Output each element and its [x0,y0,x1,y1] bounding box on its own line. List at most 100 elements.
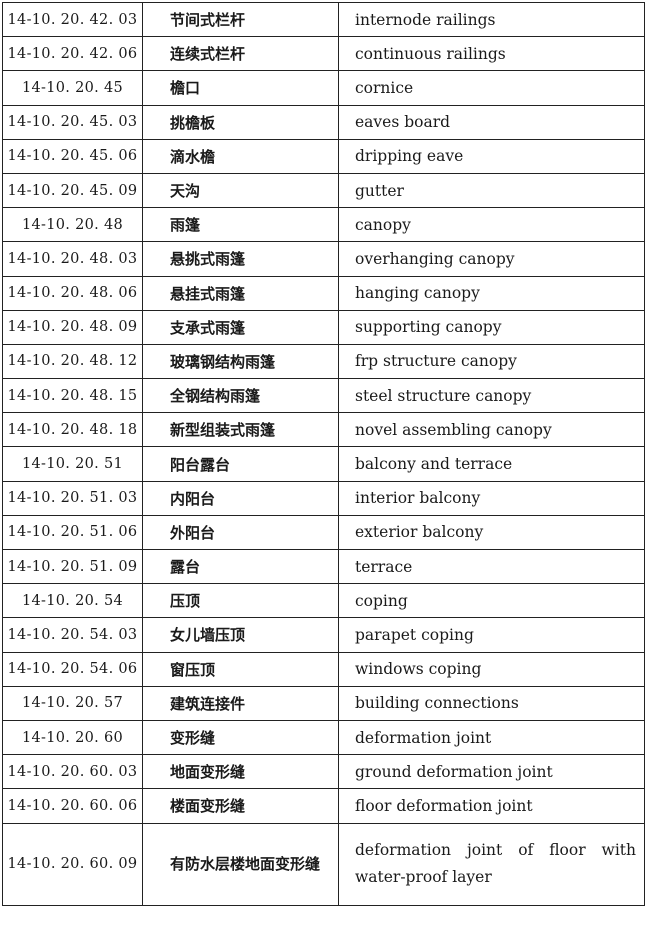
term-code: 14-10. 20. 48. 12 [2,343,143,380]
table-row: 14-10. 20. 60. 09 有防水层楼地面变形缝 deformation j… [2,822,645,906]
term-english: terrace [338,548,645,585]
term-chinese: 阳台露台 [142,446,339,482]
term-code: 14-10. 20. 42. 06 [2,36,143,72]
term-english: supporting canopy [338,309,645,345]
term-chinese: 滴水檐 [142,138,339,174]
table-row: 14-10. 20. 45 檐口 cornice [2,70,645,106]
term-code: 14-10. 20. 45. 03 [2,104,143,140]
table-row: 14-10. 20. 42. 06 连续式栏杆 continuous railing… [2,36,645,72]
table-row: 14-10. 20. 42. 03 节间式栏杆 internode railings [2,1,645,38]
table-row: 14-10. 20. 60. 03 地面变形缝 ground deformation… [2,754,645,790]
term-chinese: 窗压顶 [142,651,339,687]
table-row: 14-10. 20. 48. 12 玻璃钢结构雨篷 frp structure ca… [2,343,645,380]
term-english: building connections [338,685,645,721]
term-english: deformation joint of floor with water-pr… [338,822,645,906]
term-chinese: 地面变形缝 [142,754,339,790]
term-code: 14-10. 20. 42. 03 [2,1,143,38]
term-english: canopy [338,207,645,243]
term-code: 14-10. 20. 45. 09 [2,172,143,209]
term-english: internode railings [338,1,645,38]
term-code: 14-10. 20. 48. 09 [2,309,143,345]
term-chinese: 支承式雨篷 [142,309,339,345]
term-chinese: 变形缝 [142,719,339,756]
table-row: 14-10. 20. 48. 18 新型组装式雨篷 novel assembling… [2,412,645,448]
term-code: 14-10. 20. 51. 03 [2,480,143,516]
table-row: 14-10. 20. 51. 06 外阳台 exterior balcony [2,514,645,551]
table-row: 14-10. 20. 60 变形缝 deformation joint [2,719,645,756]
term-code: 14-10. 20. 54 [2,583,143,619]
term-chinese: 压顶 [142,583,339,619]
term-english: novel assembling canopy [338,412,645,448]
term-chinese: 雨篷 [142,207,339,243]
term-english: dripping eave [338,138,645,174]
term-english: steel structure canopy [338,378,645,414]
term-chinese: 内阳台 [142,480,339,516]
table-row: 14-10. 20. 51 阳台露台 balcony and terrace [2,446,645,482]
term-code: 14-10. 20. 51 [2,446,143,482]
term-chinese: 天沟 [142,172,339,209]
term-english: parapet coping [338,617,645,653]
term-chinese: 节间式栏杆 [142,1,339,38]
term-english: deformation joint [338,719,645,756]
table-row: 14-10. 20. 57 建筑连接件 building connections [2,685,645,721]
table-row: 14-10. 20. 48. 15 全钢结构雨篷 steel structure c… [2,378,645,414]
term-chinese: 建筑连接件 [142,685,339,721]
term-english: interior balcony [338,480,645,516]
term-english: exterior balcony [338,514,645,551]
term-english: balcony and terrace [338,446,645,482]
term-code: 14-10. 20. 45. 06 [2,138,143,174]
table-row: 14-10. 20. 54. 06 窗压顶 windows coping [2,651,645,687]
terminology-table-body: 14-10. 20. 42. 03 节间式栏杆 internode railings… [2,1,645,906]
table-row: 14-10. 20. 45. 09 天沟 gutter [2,172,645,209]
term-chinese: 外阳台 [142,514,339,551]
table-row: 14-10. 20. 48. 03 悬挑式雨篷 overhanging canopy [2,241,645,277]
term-english: coping [338,583,645,619]
term-english: floor deformation joint [338,788,645,824]
term-english: overhanging canopy [338,241,645,277]
term-code: 14-10. 20. 51. 09 [2,548,143,585]
term-english: windows coping [338,651,645,687]
term-chinese: 连续式栏杆 [142,36,339,72]
table-row: 14-10. 20. 60. 06 楼面变形缝 floor deformation … [2,788,645,824]
term-chinese: 悬挂式雨篷 [142,275,339,311]
term-chinese: 全钢结构雨篷 [142,378,339,414]
term-chinese: 露台 [142,548,339,585]
term-chinese: 挑檐板 [142,104,339,140]
term-chinese: 玻璃钢结构雨篷 [142,343,339,380]
term-chinese: 檐口 [142,70,339,106]
term-code: 14-10. 20. 48. 18 [2,412,143,448]
term-english: continuous railings [338,36,645,72]
term-code: 14-10. 20. 45 [2,70,143,106]
terminology-table: 14-10. 20. 42. 03 节间式栏杆 internode railings… [2,1,645,906]
term-english: eaves board [338,104,645,140]
term-code: 14-10. 20. 48. 06 [2,275,143,311]
table-row: 14-10. 20. 51. 03 内阳台 interior balcony [2,480,645,516]
term-code: 14-10. 20. 48. 15 [2,378,143,414]
term-code: 14-10. 20. 51. 06 [2,514,143,551]
term-code: 14-10. 20. 54. 06 [2,651,143,687]
table-row: 14-10. 20. 54 压顶 coping [2,583,645,619]
term-code: 14-10. 20. 60. 06 [2,788,143,824]
term-chinese: 新型组装式雨篷 [142,412,339,448]
term-code: 14-10. 20. 57 [2,685,143,721]
table-row: 14-10. 20. 54. 03 女儿墙压顶 parapet coping [2,617,645,653]
term-code: 14-10. 20. 60 [2,719,143,756]
term-english: gutter [338,172,645,209]
term-english: cornice [338,70,645,106]
table-row: 14-10. 20. 48. 09 支承式雨篷 supporting canopy [2,309,645,345]
table-row: 14-10. 20. 48. 06 悬挂式雨篷 hanging canopy [2,275,645,311]
term-english: hanging canopy [338,275,645,311]
term-code: 14-10. 20. 48 [2,207,143,243]
term-chinese: 有防水层楼地面变形缝 [142,822,339,906]
table-row: 14-10. 20. 48 雨篷 canopy [2,207,645,243]
term-code: 14-10. 20. 60. 09 [2,822,143,906]
term-english: frp structure canopy [338,343,645,380]
term-chinese: 女儿墙压顶 [142,617,339,653]
term-chinese: 悬挑式雨篷 [142,241,339,277]
table-row: 14-10. 20. 45. 06 滴水檐 dripping eave [2,138,645,174]
table-row: 14-10. 20. 51. 09 露台 terrace [2,548,645,585]
term-chinese: 楼面变形缝 [142,788,339,824]
term-code: 14-10. 20. 48. 03 [2,241,143,277]
term-code: 14-10. 20. 54. 03 [2,617,143,653]
term-english: ground deformation joint [338,754,645,790]
